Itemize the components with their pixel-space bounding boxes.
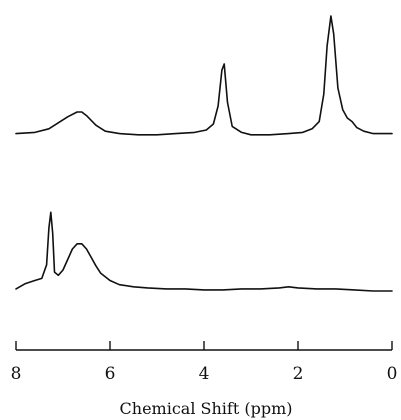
x-tick-label-2: 2	[293, 364, 304, 384]
x-tick-label-0: 0	[387, 364, 398, 384]
x-axis: 8 6 4 2 0 Chemical Shift (ppm)	[11, 341, 398, 418]
x-tick-label-4: 4	[199, 364, 210, 384]
spectrum-trace-top	[15, 15, 393, 136]
x-tick-label-8: 8	[11, 364, 22, 384]
x-tick-label-6: 6	[105, 364, 116, 384]
x-axis-tick-labels: 8 6 4 2 0	[11, 364, 398, 384]
x-axis-title: Chemical Shift (ppm)	[120, 399, 293, 418]
spectrum-traces	[15, 15, 393, 292]
x-axis-ticks	[15, 341, 393, 350]
spectrum-trace-bottom	[15, 211, 393, 292]
